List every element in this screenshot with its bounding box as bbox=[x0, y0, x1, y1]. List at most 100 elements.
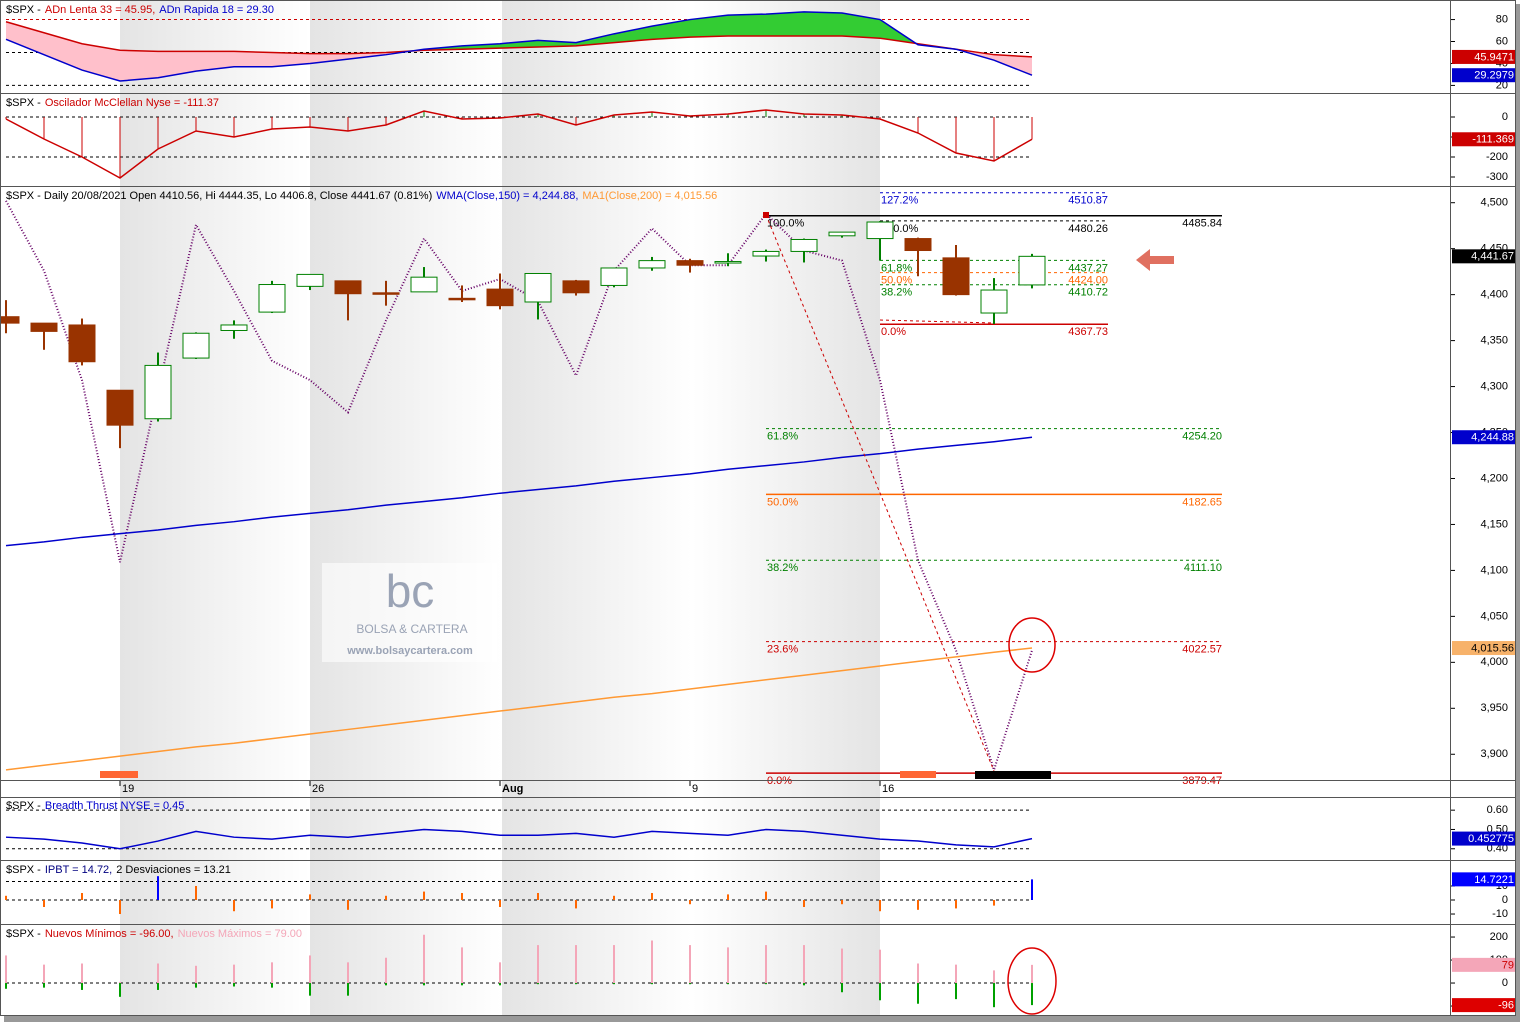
value-box bbox=[1452, 49, 1516, 64]
area-fill bbox=[234, 51, 272, 67]
fib-pct: 127.2% bbox=[881, 195, 919, 207]
panel: 0.400.500.600.452775$SPX - Breadth Thrust… bbox=[5, 800, 1516, 855]
fib-price: 4410.72 bbox=[1068, 287, 1108, 299]
fib-anchor bbox=[765, 214, 995, 772]
y-tick-label: 3,900 bbox=[1480, 748, 1508, 760]
value-box bbox=[1452, 641, 1516, 656]
title-part: $SPX - bbox=[6, 97, 41, 109]
panel: -100010020079-96$SPX -Nuevos Mínimos = -… bbox=[5, 928, 1516, 1013]
candle-body bbox=[942, 257, 970, 296]
y-tick-label: 200 bbox=[1490, 931, 1508, 943]
title-part: 2 Desviaciones = 13.21 bbox=[116, 864, 231, 876]
pivot-marker bbox=[763, 212, 769, 218]
week-band bbox=[310, 1, 502, 1015]
area-fill bbox=[196, 51, 234, 72]
series-line bbox=[5, 21, 1033, 58]
candle-body bbox=[714, 261, 742, 264]
value-box-label: 45.9471 bbox=[1474, 51, 1514, 63]
series-line bbox=[5, 828, 1033, 850]
candle-body bbox=[372, 292, 400, 295]
fib-pct: 100.0% bbox=[767, 218, 805, 230]
title-part: Nuevos Máximos = 79.00 bbox=[178, 928, 302, 940]
y-tick-label: 0.60 bbox=[1487, 804, 1508, 816]
candle-body bbox=[182, 332, 210, 359]
area-fill bbox=[82, 43, 120, 82]
week-band bbox=[502, 1, 692, 1015]
candle-body bbox=[980, 289, 1008, 314]
value-box bbox=[1452, 831, 1516, 846]
fib-pct: 61.8% bbox=[881, 262, 912, 274]
area-fill bbox=[500, 40, 538, 49]
highlight-circle bbox=[1008, 617, 1056, 673]
title-part: $SPX - bbox=[6, 800, 41, 812]
area-fill bbox=[272, 52, 310, 67]
value-box bbox=[1452, 998, 1516, 1013]
fib-pct: 23.6% bbox=[767, 643, 798, 655]
value-box bbox=[1452, 132, 1516, 147]
candle-body bbox=[106, 389, 134, 426]
week-band bbox=[120, 1, 310, 1015]
series-line bbox=[5, 109, 1033, 179]
fib-price: 4111.10 bbox=[1184, 562, 1222, 574]
fib-price: 4424.00 bbox=[1068, 274, 1108, 286]
candle-body bbox=[904, 238, 932, 252]
title-part: Oscilador McClellan Nyse = -111.37 bbox=[45, 97, 219, 109]
arrow bbox=[1136, 249, 1174, 271]
title-part: $SPX - Daily 20/08/2021 Open 4410.56, Hi… bbox=[6, 190, 432, 202]
y-tick-label: 0 bbox=[1502, 111, 1508, 123]
candle-body bbox=[486, 288, 514, 307]
value-box-label: 29.2979 bbox=[1474, 70, 1514, 82]
panel-title: $SPX - Daily 20/08/2021 Open 4410.56, Hi… bbox=[6, 190, 717, 202]
y-tick-label: -200 bbox=[1486, 151, 1508, 163]
fib-anchor bbox=[879, 319, 995, 324]
axis-area bbox=[1450, 1, 1516, 1015]
value-box-label: 0.452775 bbox=[1468, 833, 1514, 845]
fib-price: 4367.73 bbox=[1068, 326, 1108, 338]
panel: 0-100-200-300-111.369$SPX -Oscilador McC… bbox=[5, 97, 1516, 183]
series-line bbox=[5, 647, 1033, 771]
area-fill bbox=[766, 11, 804, 37]
y-tick-label: 0 bbox=[1502, 894, 1508, 906]
title-part: ADn Lenta 33 = 45.95, bbox=[45, 4, 155, 16]
watermark-name: BOLSA & CARTERA bbox=[356, 622, 467, 636]
candle-body bbox=[258, 284, 286, 313]
candle-body bbox=[30, 322, 58, 332]
y-tick-label: 60 bbox=[1496, 35, 1508, 47]
y-tick-label: 4,200 bbox=[1480, 472, 1508, 484]
value-box-label: 4,441.67 bbox=[1471, 251, 1514, 263]
panel-title: $SPX - Breadth Thrust NYSE = 0.45 bbox=[6, 800, 184, 812]
fib-pct: 0.0% bbox=[881, 326, 906, 338]
value-box-label: 4,244.88 bbox=[1471, 432, 1514, 444]
y-tick-label: -10 bbox=[1492, 908, 1508, 920]
area-fill bbox=[310, 53, 348, 64]
candle-body bbox=[790, 238, 818, 252]
watermark-url: www.bolsaycartera.com bbox=[346, 645, 473, 657]
fib-price: 4510.87 bbox=[1068, 195, 1108, 207]
series-line bbox=[5, 436, 1033, 547]
watermark-logo: bc bbox=[386, 565, 435, 617]
y-tick-label: 0.40 bbox=[1487, 843, 1508, 855]
title-part: $SPX - bbox=[6, 928, 41, 940]
signal-marker bbox=[900, 771, 936, 778]
candle-body bbox=[296, 273, 324, 287]
candle-body bbox=[0, 316, 20, 324]
annotations bbox=[100, 212, 1174, 1015]
x-tick-label: 26 bbox=[312, 783, 324, 795]
fib-price: 4437.27 bbox=[1068, 262, 1108, 274]
candle-body bbox=[562, 280, 590, 294]
y-tick-label: 80 bbox=[1496, 13, 1508, 25]
value-box bbox=[1452, 872, 1516, 887]
candle-body bbox=[524, 272, 552, 303]
title-part: ADn Rapida 18 = 29.30 bbox=[159, 4, 274, 16]
area-fill bbox=[690, 15, 728, 38]
fib-price: 4480.26 bbox=[1068, 223, 1108, 235]
y-tick-label: 4,400 bbox=[1480, 289, 1508, 301]
candle-body bbox=[448, 297, 476, 301]
area-fill bbox=[994, 54, 1032, 76]
y-tick-label: 3,950 bbox=[1480, 702, 1508, 714]
y-tick-label: 4,000 bbox=[1480, 656, 1508, 668]
